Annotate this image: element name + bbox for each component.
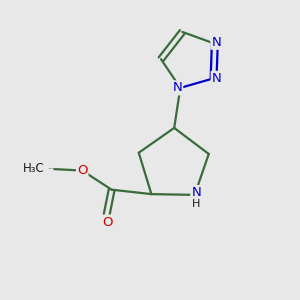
- Text: H₃C: H₃C: [23, 162, 45, 175]
- Text: N: N: [212, 36, 221, 49]
- Text: N: N: [191, 186, 201, 199]
- Text: O: O: [77, 164, 88, 177]
- Text: methyl: methyl: [49, 168, 54, 169]
- Text: H: H: [192, 199, 200, 209]
- Text: O: O: [102, 216, 112, 229]
- Text: N: N: [172, 81, 182, 94]
- Text: N: N: [212, 72, 221, 85]
